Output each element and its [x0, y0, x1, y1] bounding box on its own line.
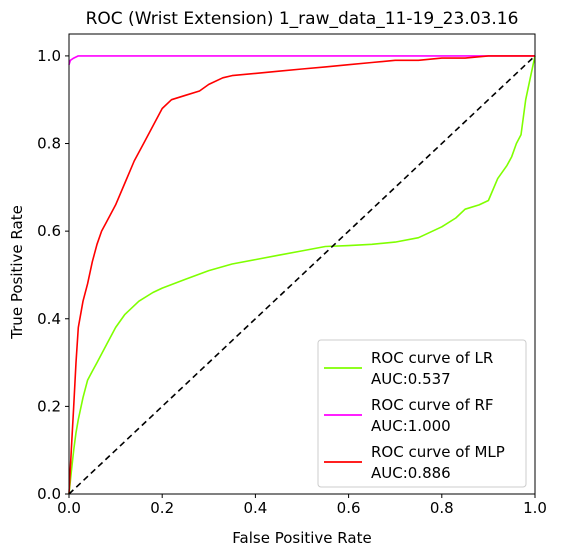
y-tick-label: 0.0 [37, 485, 61, 503]
series-line-0 [68, 55, 536, 495]
x-axis: 0.0 0.2 0.4 0.6 0.8 1.0 [57, 494, 547, 517]
x-tick-label: 0.0 [57, 499, 81, 517]
y-axis-label: True Positive Rate [8, 205, 26, 340]
chance-diagonal-line [68, 55, 536, 495]
legend-box [317, 339, 527, 488]
legend-label: ROC curve of LR [371, 349, 493, 367]
legend-auc: AUC:0.886 [371, 464, 451, 482]
plot-frame [68, 33, 536, 495]
x-tick-label: 0.6 [337, 499, 361, 517]
legend: ROC curve of LR AUC:0.537 ROC curve of RF A… [317, 339, 527, 488]
legend-label: ROC curve of RF [371, 396, 494, 414]
plot-area [68, 55, 536, 495]
y-tick-label: 0.4 [37, 310, 61, 328]
chart-title: ROC (Wrist Extension) 1_raw_data_11-19_2… [86, 9, 519, 29]
series-line-1 [68, 55, 535, 65]
y-tick-label: 0.2 [37, 397, 61, 415]
y-tick-label: 0.8 [37, 135, 61, 153]
x-tick-label: 1.0 [523, 499, 547, 517]
legend-auc: AUC:1.000 [371, 417, 451, 435]
x-tick-label: 0.4 [243, 499, 267, 517]
y-tick-label: 1.0 [37, 47, 61, 65]
y-axis: 0.0 0.2 0.4 0.6 0.8 1.0 [37, 47, 69, 503]
legend-label: ROC curve of MLP [371, 443, 505, 461]
x-tick-label: 0.2 [150, 499, 174, 517]
series-line-2 [68, 55, 535, 495]
x-tick-label: 0.8 [430, 499, 454, 517]
y-tick-label: 0.6 [37, 222, 61, 240]
x-axis-label: False Positive Rate [232, 529, 371, 547]
legend-auc: AUC:0.537 [371, 370, 451, 388]
